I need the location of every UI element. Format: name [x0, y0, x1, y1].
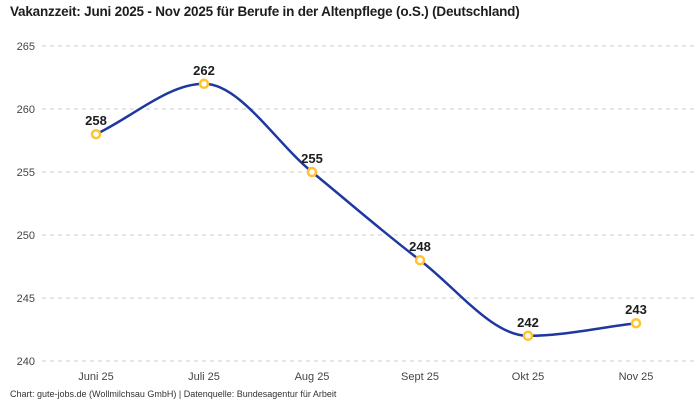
- data-point-marker[interactable]: [306, 166, 318, 178]
- y-axis-tick-label: 265: [17, 41, 35, 53]
- data-point-marker[interactable]: [90, 128, 102, 140]
- data-point-marker[interactable]: [630, 317, 642, 329]
- chart-title: Vakanzzeit: Juni 2025 - Nov 2025 für Ber…: [10, 4, 520, 19]
- x-axis-tick-label: Juli 25: [188, 371, 220, 383]
- data-point-label: 243: [625, 302, 647, 317]
- data-point-marker[interactable]: [414, 254, 426, 266]
- y-axis-tick-label: 255: [17, 167, 35, 179]
- x-axis-tick-label: Sept 25: [401, 371, 439, 383]
- y-axis-tick-label: 245: [17, 293, 35, 305]
- chart-footer: Chart: gute-jobs.de (Wollmilchsau GmbH) …: [10, 389, 337, 399]
- y-axis-tick-label: 240: [17, 356, 35, 368]
- x-axis-tick-label: Aug 25: [295, 371, 330, 383]
- data-point-label: 255: [301, 151, 323, 166]
- y-axis-tick-label: 260: [17, 104, 35, 116]
- data-point-label: 248: [409, 239, 431, 254]
- x-axis-tick-label: Nov 25: [619, 371, 654, 383]
- data-point-label: 242: [517, 315, 539, 330]
- x-axis-tick-label: Okt 25: [512, 371, 544, 383]
- y-axis-tick-label: 250: [17, 230, 35, 242]
- data-point-marker[interactable]: [522, 330, 534, 342]
- data-point-label: 262: [193, 63, 215, 78]
- data-point-marker[interactable]: [198, 78, 210, 90]
- x-axis-tick-label: Juni 25: [78, 371, 113, 383]
- data-point-label: 258: [85, 113, 107, 128]
